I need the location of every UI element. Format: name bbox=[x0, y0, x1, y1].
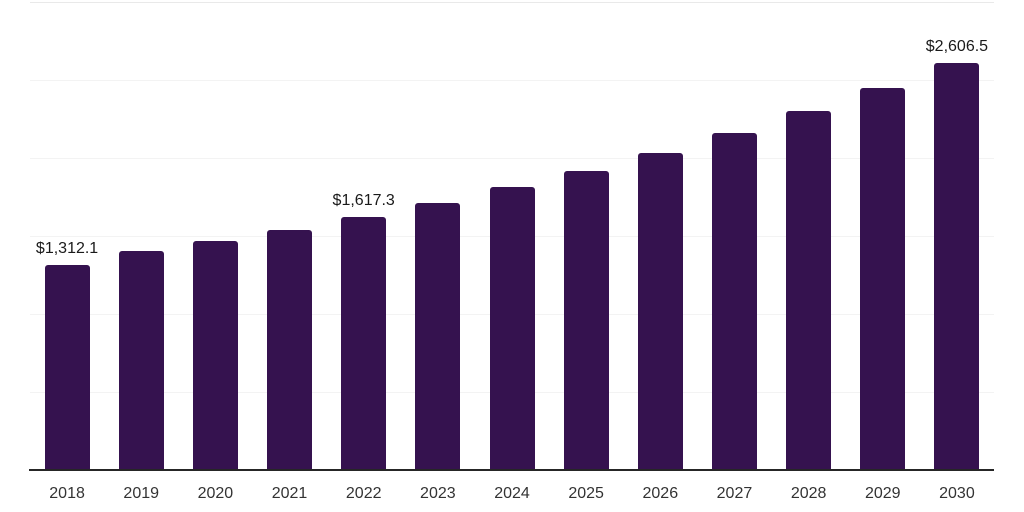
bar-2026[interactable] bbox=[637, 152, 683, 470]
bar-2022[interactable] bbox=[341, 217, 387, 470]
value-label-2022: $1,617.3 bbox=[332, 192, 395, 210]
x-tick-2020: 2020 bbox=[197, 485, 234, 502]
x-tick-2027: 2027 bbox=[716, 485, 753, 502]
bar-2027[interactable] bbox=[711, 133, 757, 470]
bar-2018[interactable] bbox=[44, 265, 90, 470]
bar-2030[interactable] bbox=[934, 63, 980, 470]
bar-2025[interactable] bbox=[563, 171, 609, 470]
x-tick-2021: 2021 bbox=[271, 485, 308, 502]
x-tick-2028: 2028 bbox=[790, 485, 827, 502]
bar-2028[interactable] bbox=[786, 110, 832, 470]
x-axis-line bbox=[29, 469, 994, 471]
value-label-2030: $2,606.5 bbox=[925, 38, 989, 56]
x-tick-2030: 2030 bbox=[939, 485, 975, 502]
x-tick-2018: 2018 bbox=[49, 485, 85, 502]
x-tick-2022: 2022 bbox=[345, 485, 382, 502]
value-label-2018: $1,312.1 bbox=[35, 240, 99, 258]
bar-2029[interactable] bbox=[860, 88, 906, 470]
x-tick-2023: 2023 bbox=[420, 485, 456, 502]
bar-2019[interactable] bbox=[118, 251, 164, 470]
bar-2024[interactable] bbox=[489, 187, 535, 470]
x-tick-2029: 2029 bbox=[864, 485, 901, 502]
x-tick-2026: 2026 bbox=[642, 485, 679, 502]
gridline-2500 bbox=[30, 79, 994, 81]
bar-2023[interactable] bbox=[415, 202, 461, 470]
x-tick-2019: 2019 bbox=[123, 485, 160, 502]
bar-2021[interactable] bbox=[267, 230, 313, 470]
x-tick-2025: 2025 bbox=[568, 485, 604, 502]
bar-2020[interactable] bbox=[192, 241, 238, 470]
gridline-3000 bbox=[30, 2, 994, 3]
x-tick-2024: 2024 bbox=[494, 485, 530, 502]
gridline-2000 bbox=[30, 157, 994, 159]
